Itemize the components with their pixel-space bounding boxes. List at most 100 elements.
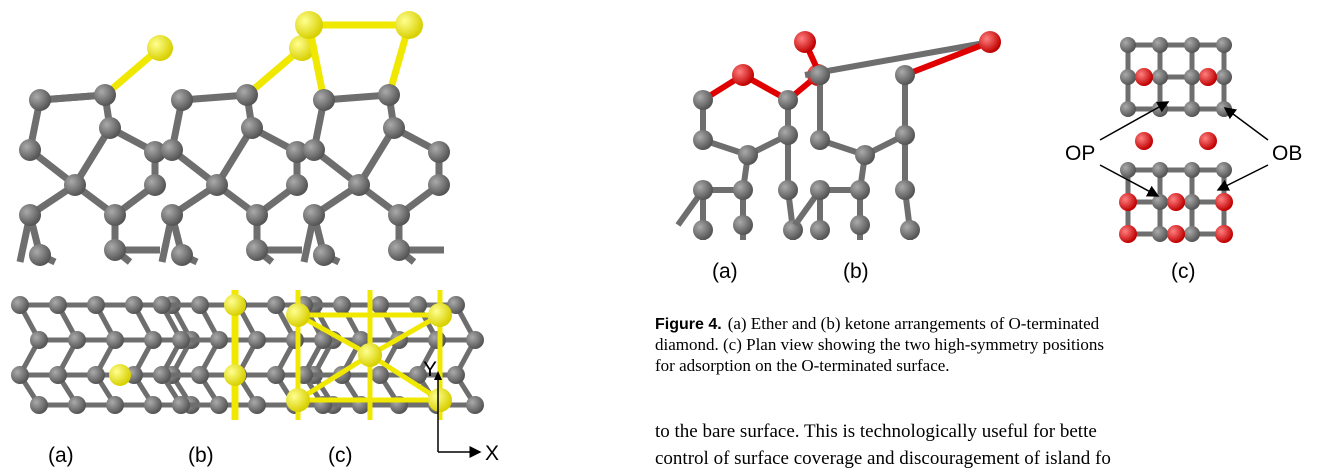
atom — [466, 331, 484, 349]
atom — [1152, 226, 1168, 242]
atom — [732, 64, 754, 86]
atom — [289, 35, 315, 61]
atom — [428, 303, 452, 327]
atom — [246, 239, 268, 261]
annotation: OB — [1272, 142, 1302, 165]
atom — [224, 294, 246, 316]
atom — [733, 215, 753, 235]
atom — [1184, 194, 1200, 210]
atom — [286, 388, 310, 412]
atom — [693, 130, 713, 150]
atom — [810, 220, 830, 240]
panel-label: (c) — [328, 444, 353, 467]
atom — [313, 244, 335, 266]
atom — [693, 90, 713, 110]
atom — [144, 141, 166, 163]
atom — [144, 331, 162, 349]
atom — [1120, 69, 1136, 85]
atom — [447, 296, 465, 314]
atom — [286, 303, 310, 327]
atom — [94, 84, 116, 106]
atom — [1184, 162, 1200, 178]
atom — [286, 331, 304, 349]
panel-label: (b) — [843, 260, 869, 283]
pointer-arrows — [1099, 101, 1269, 197]
atom — [1119, 225, 1137, 243]
atom — [29, 244, 51, 266]
atom — [313, 89, 335, 111]
atom — [303, 204, 325, 226]
caption-line: for adsorption on the O-terminated surfa… — [655, 356, 950, 375]
atom — [125, 296, 143, 314]
atom — [191, 366, 209, 384]
atom — [153, 366, 171, 384]
atom — [303, 139, 325, 161]
atom — [144, 396, 162, 414]
bond — [804, 39, 991, 78]
atom — [428, 174, 450, 196]
atom — [378, 84, 400, 106]
bond — [296, 312, 372, 358]
atom — [1167, 193, 1185, 211]
atom — [236, 84, 258, 106]
atom — [979, 31, 1001, 53]
atom — [224, 364, 246, 386]
atom — [172, 331, 190, 349]
panel-label: (c) — [1171, 260, 1196, 283]
atom — [1184, 226, 1200, 242]
atom — [104, 204, 126, 226]
atom — [1199, 132, 1217, 150]
atom — [1135, 68, 1153, 86]
atom — [248, 331, 266, 349]
body-line: to the bare surface. This is technologic… — [655, 421, 1097, 442]
atom — [161, 204, 183, 226]
bond — [296, 352, 372, 403]
atom — [161, 139, 183, 161]
atom — [1184, 69, 1200, 85]
atom — [778, 125, 798, 145]
atom — [1216, 37, 1232, 53]
atom — [106, 396, 124, 414]
atom — [147, 35, 173, 61]
atom — [428, 141, 450, 163]
atom — [144, 174, 166, 196]
atom — [693, 180, 713, 200]
atom — [172, 396, 190, 414]
atom — [68, 396, 86, 414]
atom — [1135, 132, 1153, 150]
atom — [87, 296, 105, 314]
atom — [210, 331, 228, 349]
atom — [693, 220, 713, 240]
atom — [99, 117, 121, 139]
atom — [171, 244, 193, 266]
bond — [214, 126, 255, 187]
atom — [1120, 37, 1136, 53]
atom — [286, 174, 308, 196]
atom — [733, 180, 753, 200]
atom — [87, 366, 105, 384]
atom — [383, 117, 405, 139]
panel-label: (a) — [48, 444, 74, 467]
atom — [1152, 194, 1168, 210]
atom — [358, 343, 382, 367]
atom — [286, 141, 308, 163]
atom — [1216, 101, 1232, 117]
atom — [1215, 225, 1233, 243]
atom — [248, 396, 266, 414]
arrow-head — [434, 371, 442, 380]
atom — [11, 296, 29, 314]
molecule-drawings — [11, 11, 1233, 420]
atom — [778, 90, 798, 110]
atom — [295, 11, 323, 39]
atom — [794, 31, 816, 53]
atom — [64, 174, 86, 196]
atom — [371, 366, 389, 384]
atom — [1184, 37, 1200, 53]
atom — [19, 204, 41, 226]
caption-line: diamond. (c) Plan view showing the two h… — [655, 335, 1104, 354]
atom — [348, 174, 370, 196]
atom — [49, 296, 67, 314]
bond — [72, 126, 113, 187]
body-line: control of surface coverage and discoura… — [655, 448, 1111, 469]
atom — [1216, 69, 1232, 85]
